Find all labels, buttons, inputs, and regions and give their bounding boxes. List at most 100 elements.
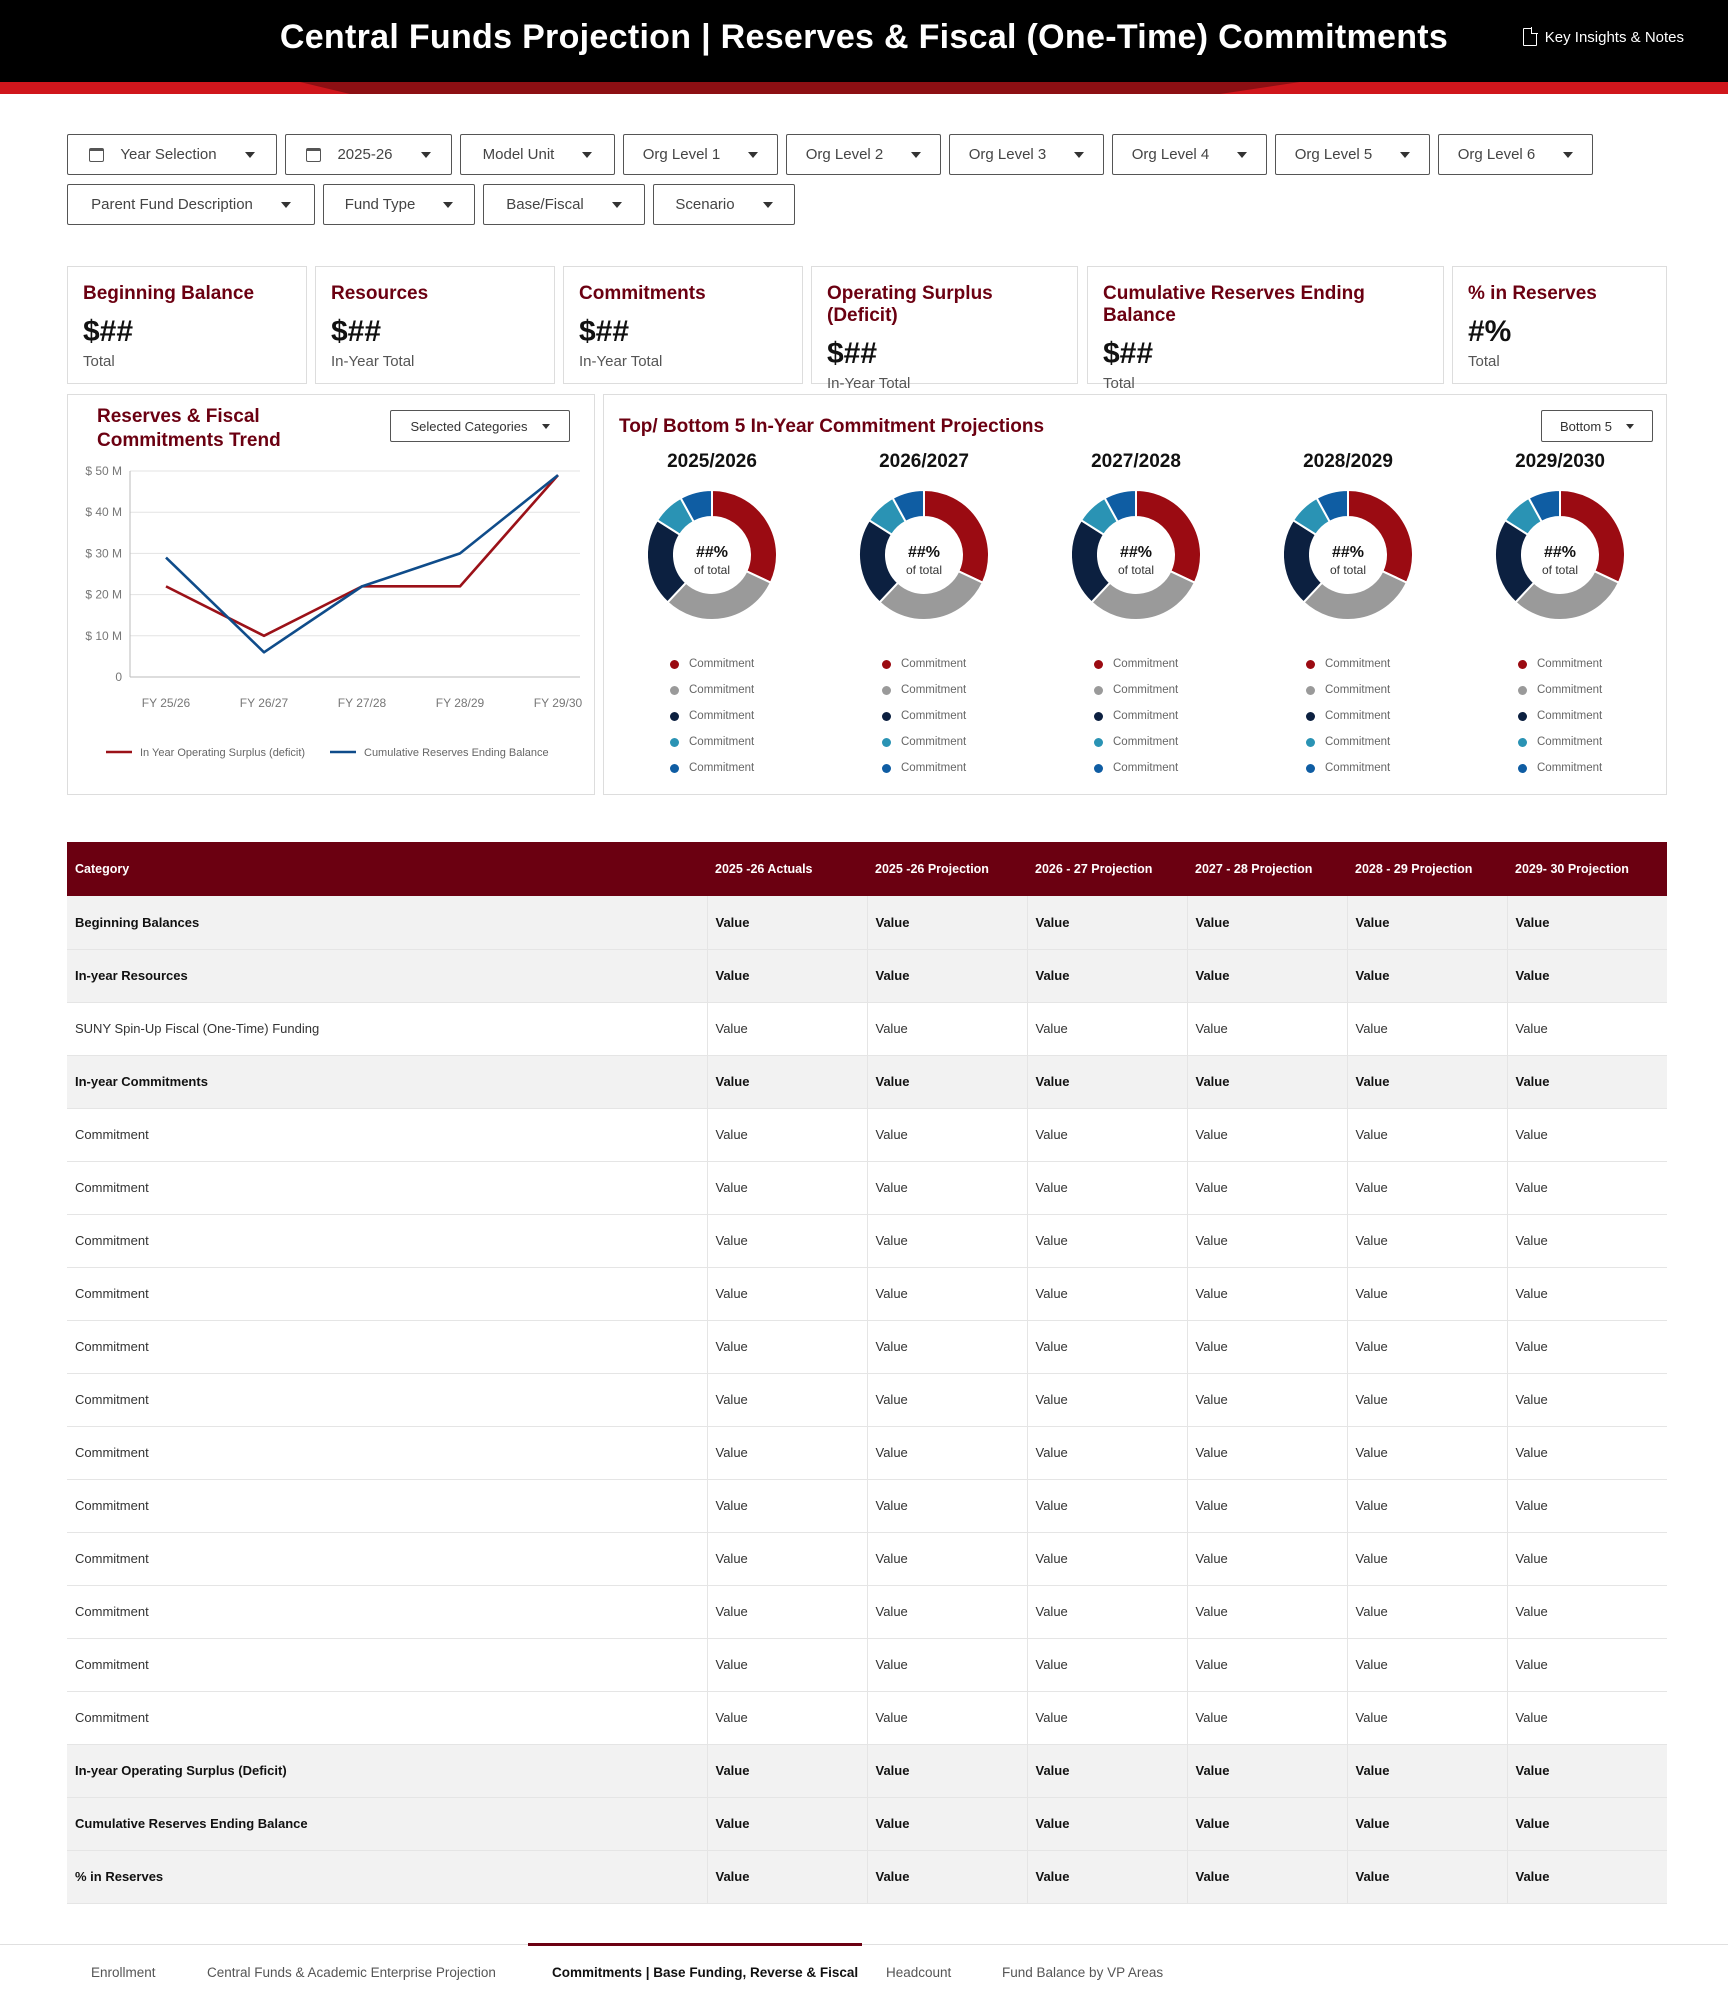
donut-legend: Commitment Commitment Commitment Commitment…	[1094, 651, 1178, 781]
chevron-down-icon	[420, 151, 431, 158]
donut-slice	[1514, 569, 1621, 621]
header-stripe	[0, 82, 1728, 94]
donut-slice	[1347, 488, 1414, 585]
legend-dot	[670, 711, 679, 721]
donut-chart: ##% of total	[1494, 488, 1626, 621]
filter-org-level-2-dropdown[interactable]: Org Level 2	[786, 134, 941, 175]
chevron-down-icon	[541, 423, 550, 429]
table-cell: Value	[707, 1373, 868, 1427]
table-cell: Value	[1027, 1267, 1188, 1321]
table-cell: Value	[1027, 1797, 1188, 1851]
table-row: Commitment Value Value Value Value Value Value	[67, 1320, 1667, 1374]
donut-legend-item: Commitment	[1094, 729, 1178, 755]
table-row: In-year Commitments Value Value Value Value V…	[67, 1055, 1667, 1109]
kpi-title: % in Reserves	[1468, 283, 1597, 304]
table-row: Beginning Balances Value Value Value Value Va…	[67, 896, 1667, 950]
tab-fund-balance-by-vp-areas[interactable]: Fund Balance by VP Areas	[1002, 1965, 1164, 1980]
legend-label: Commitment	[1325, 658, 1391, 670]
legend-dot	[1518, 737, 1527, 747]
legend-label: Commitment	[901, 658, 967, 670]
tab-commitments-base-funding-reverse-fiscal[interactable]: Commitments | Base Funding, Reverse & Fi…	[552, 1965, 859, 1980]
table-cell: Value	[1347, 1850, 1508, 1904]
donut-center-value: ##%	[1120, 544, 1152, 561]
filter-label: Org Level 4	[1131, 146, 1210, 163]
donut-2025-2026: 2025/2026 ##% of total Commitment Commitment…	[612, 451, 812, 774]
legend-dot	[1094, 711, 1103, 721]
filter-base-fiscal-dropdown[interactable]: Base/Fiscal	[483, 184, 645, 225]
x-tick-label: FY 25/26	[142, 696, 191, 710]
kpi-subtitle: In-Year Total	[579, 353, 663, 370]
table-cell: Value	[707, 1320, 868, 1374]
table-cell: Value	[1187, 1850, 1348, 1904]
tab-central-funds-academic-enterprise-projection[interactable]: Central Funds & Academic Enterprise Proj…	[207, 1965, 496, 1980]
tab-enrollment[interactable]: Enrollment	[91, 1965, 156, 1980]
selected-categories-dropdown[interactable]: Selected Categories	[390, 410, 570, 442]
table-cell: Value	[1347, 1744, 1508, 1798]
chevron-down-icon	[1074, 151, 1085, 158]
table-cell: Value	[1347, 1108, 1508, 1162]
filter-org-level-4-dropdown[interactable]: Org Level 4	[1112, 134, 1267, 175]
filter-label: Parent Fund Description	[91, 196, 253, 213]
kpi-value: $##	[827, 337, 878, 370]
legend-dot	[1094, 659, 1103, 669]
table-cell: Value	[1507, 1161, 1667, 1215]
y-tick-label: $ 50 M	[85, 464, 122, 478]
table-cell: Value	[867, 1744, 1028, 1798]
table-cell: Value	[867, 1214, 1028, 1268]
legend-label: Commitment	[901, 710, 967, 722]
table-cell: Value	[707, 1585, 868, 1639]
table-cell: Value	[867, 1585, 1028, 1639]
table-cell: Value	[1507, 1002, 1667, 1056]
chevron-down-icon	[443, 201, 454, 208]
donut-legend-item: Commitment	[1306, 651, 1390, 677]
table-row: In-year Operating Surplus (Deficit) Value…	[67, 1744, 1667, 1798]
filter-parent-fund-description-dropdown[interactable]: Parent Fund Description	[67, 184, 315, 225]
bottom-5-dropdown[interactable]: Bottom 5	[1541, 410, 1653, 442]
calendar-icon	[89, 147, 105, 162]
table-cell: Value	[1507, 1055, 1667, 1109]
key-insights-link[interactable]: Key Insights & Notes	[1522, 27, 1684, 46]
legend-label: Commitment	[689, 736, 755, 748]
donut-legend-item: Commitment	[882, 677, 966, 703]
table-row: Commitment Value Value Value Value Value Value	[67, 1373, 1667, 1427]
table-cell: Value	[1187, 1002, 1348, 1056]
filter-fund-type-dropdown[interactable]: Fund Type	[323, 184, 475, 225]
filter-org-level-3-dropdown[interactable]: Org Level 3	[949, 134, 1104, 175]
filter-model-unit-dropdown[interactable]: Model Unit	[460, 134, 615, 175]
kpi-value: $##	[579, 315, 630, 348]
table-cell: Value	[1507, 1320, 1667, 1374]
table-cell: Value	[1347, 1426, 1508, 1480]
filter-row-1: Year Selection 2025-26 Model Unit Org Level…	[67, 134, 1667, 175]
filter-org-level-1-dropdown[interactable]: Org Level 1	[623, 134, 778, 175]
chevron-down-icon	[1400, 151, 1411, 158]
active-tab-indicator	[528, 1943, 862, 1946]
table-cell: Value	[1027, 1161, 1188, 1215]
filter-scenario-dropdown[interactable]: Scenario	[653, 184, 795, 225]
column-header-2028-29-projection: 2028 - 29 Projection	[1347, 842, 1507, 896]
series-line-cumulative-reserves-ending-balance	[165, 474, 559, 654]
table-cell: Value	[707, 1161, 868, 1215]
legend-dot	[882, 737, 891, 747]
table-cell: Value	[1187, 1797, 1348, 1851]
filter-org-level-5-dropdown[interactable]: Org Level 5	[1275, 134, 1430, 175]
table-cell: Value	[1187, 1479, 1348, 1533]
table-cell: Value	[1187, 1373, 1348, 1427]
filter-2025-26-dropdown[interactable]: 2025-26	[285, 134, 452, 175]
table-cell: Value	[1027, 1426, 1188, 1480]
table-cell: Value	[1187, 1267, 1348, 1321]
donut-year-label: 2027/2028	[1091, 451, 1181, 472]
tab-headcount[interactable]: Headcount	[886, 1965, 952, 1980]
filter-org-level-6-dropdown[interactable]: Org Level 6	[1438, 134, 1593, 175]
table-cell: Value	[867, 1850, 1028, 1904]
table-cell: Value	[707, 1426, 868, 1480]
kpi-value: #%	[1468, 315, 1512, 348]
kpi-value: $##	[83, 315, 134, 348]
chevron-down-icon	[1626, 423, 1635, 429]
table-cell: Value	[1347, 1373, 1508, 1427]
table-cell: Value	[1347, 896, 1508, 950]
filter-year-selection-dropdown[interactable]: Year Selection	[67, 134, 277, 175]
chevron-down-icon	[611, 201, 622, 208]
row-label: Commitment	[67, 1426, 708, 1480]
legend-label: Commitment	[1113, 736, 1179, 748]
y-tick-label: $ 20 M	[85, 588, 122, 602]
